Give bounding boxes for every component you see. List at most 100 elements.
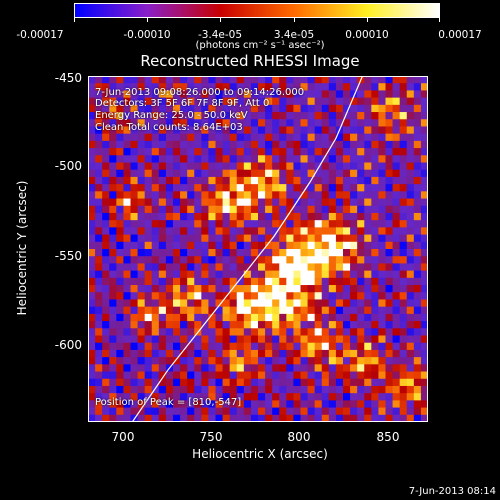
heatmap-cell: [406, 393, 415, 401]
heatmap-cell: [321, 76, 330, 84]
heatmap-cell: [180, 104, 188, 113]
heatmap-cell: [364, 76, 372, 84]
heatmap-cell: [229, 313, 238, 322]
heatmap-cell: [95, 378, 103, 387]
heatmap-cell: [144, 97, 153, 106]
heatmap-cell: [88, 198, 96, 207]
heatmap-cell: [335, 277, 344, 286]
heatmap-cell: [406, 176, 415, 185]
heatmap-cell: [130, 357, 139, 365]
heatmap-cell: [123, 140, 132, 149]
heatmap-cell: [350, 191, 358, 200]
heatmap-cell: [328, 148, 337, 156]
heatmap-cell: [293, 176, 302, 185]
heatmap-cell: [194, 126, 202, 135]
heatmap-cell: [88, 400, 96, 409]
heatmap-cell: [109, 371, 117, 380]
heatmap-cell: [307, 234, 316, 243]
heatmap-cell: [229, 220, 238, 228]
heatmap-cell: [399, 407, 408, 416]
heatmap-cell: [413, 277, 422, 286]
heatmap-cell: [314, 256, 323, 265]
heatmap-cell: [194, 313, 202, 322]
heatmap-cell: [180, 191, 188, 200]
heatmap-cell: [343, 335, 351, 344]
heatmap-cell: [130, 205, 139, 214]
heatmap-cell: [201, 371, 210, 380]
heatmap-cell: [286, 212, 295, 221]
heatmap-cell: [314, 90, 323, 99]
heatmap-cell: [314, 162, 323, 171]
heatmap-cell: [222, 212, 231, 221]
heatmap-cell: [109, 220, 117, 228]
heatmap-cell: [180, 212, 188, 221]
heatmap-cell: [314, 198, 323, 207]
heatmap-cell: [307, 184, 316, 192]
heatmap-cell: [406, 97, 415, 106]
heatmap-cell: [215, 407, 224, 416]
heatmap-cell: [420, 270, 428, 279]
heatmap-cell: [357, 212, 365, 221]
heatmap-cell: [215, 104, 224, 113]
heatmap-cell: [165, 335, 174, 344]
heatmap-cell: [378, 97, 387, 106]
heatmap-cell: [343, 400, 351, 409]
heatmap-cell: [158, 385, 167, 394]
heatmap-cell: [343, 277, 351, 286]
heatmap-cell: [413, 220, 422, 228]
heatmap-cell: [215, 378, 224, 387]
heatmap-cell: [392, 126, 401, 135]
heatmap-cell: [328, 299, 337, 308]
heatmap-cell: [413, 285, 422, 293]
heatmap-cell: [194, 220, 202, 228]
heatmap-cell: [158, 378, 167, 387]
heatmap-cell: [102, 162, 110, 171]
heatmap-cell: [95, 126, 103, 135]
heatmap-cell: [328, 133, 337, 142]
heatmap-cell: [102, 97, 110, 106]
heatmap-cell: [364, 83, 372, 92]
heatmap-cell: [357, 184, 365, 192]
heatmap-cell: [180, 335, 188, 344]
heatmap-cell: [158, 227, 167, 236]
heatmap-cell: [258, 119, 266, 128]
heatmap-cell: [137, 234, 146, 243]
heatmap-cell: [279, 349, 287, 358]
heatmap-cell: [371, 263, 380, 272]
heatmap-cell: [321, 306, 330, 315]
heatmap-cell: [293, 357, 302, 365]
heatmap-cell: [357, 414, 365, 422]
heatmap-cell: [222, 119, 231, 128]
heatmap-cell: [343, 76, 351, 84]
heatmap-cell: [392, 321, 401, 329]
heatmap-cell: [335, 97, 344, 106]
heatmap-cell: [420, 83, 428, 92]
heatmap-cell: [371, 90, 380, 99]
heatmap-cell: [378, 328, 387, 337]
heatmap-cell: [413, 205, 422, 214]
heatmap-cell: [144, 119, 153, 128]
heatmap-cell: [88, 277, 96, 286]
heatmap-cell: [314, 285, 323, 293]
heatmap-cell: [201, 76, 210, 84]
heatmap-cell: [95, 133, 103, 142]
heatmap-cell: [314, 176, 323, 185]
heatmap-cell: [328, 335, 337, 344]
heatmap-cell: [258, 227, 266, 236]
heatmap-cell: [406, 378, 415, 387]
heatmap-cell: [144, 277, 153, 286]
heatmap-cell: [95, 277, 103, 286]
detectors-annotation: Detectors: 3F 5F 6F 7F 8F 9F, Att 0: [95, 98, 270, 109]
heatmap-cell: [194, 285, 202, 293]
heatmap-cell: [158, 212, 167, 221]
heatmap-cell: [236, 371, 245, 380]
heatmap-cell: [144, 126, 153, 135]
heatmap-cell: [109, 263, 117, 272]
heatmap-cell: [222, 349, 231, 358]
heatmap-cell: [116, 306, 125, 315]
heatmap-cell: [116, 342, 125, 351]
heatmap-cell: [272, 112, 280, 120]
colorbar-units: (photons cm⁻² s⁻¹ asec⁻²): [195, 40, 325, 51]
heatmap-cell: [187, 220, 195, 228]
heatmap-cell: [130, 371, 139, 380]
